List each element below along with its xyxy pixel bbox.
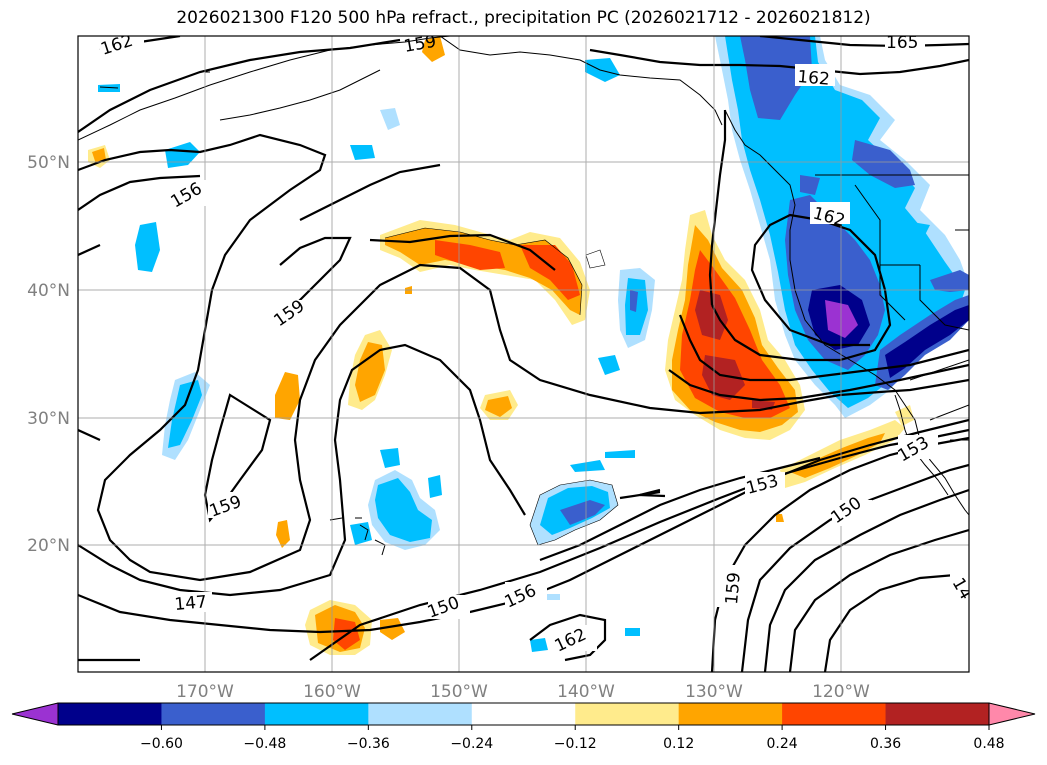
colorbar-cell: [58, 703, 162, 725]
longitude-labels: 170°W 160°W 150°W 140°W 130°W 120°W: [176, 682, 870, 702]
colorbar-cell: [678, 703, 783, 725]
height-contours: [78, 36, 969, 672]
colorbar-tick-label: 0.36: [870, 736, 901, 752]
graticule: [78, 36, 969, 672]
map-frame: [77, 35, 970, 673]
lat-label: 50°N: [27, 153, 70, 173]
latitude-labels: 50°N 40°N 30°N 20°N: [27, 153, 70, 556]
contour-label: 162: [797, 67, 831, 90]
lat-label: 20°N: [27, 536, 70, 556]
colorbar-tick-label: 0.12: [663, 736, 694, 752]
colorbar: −0.60 −0.48 −0.36 −0.24 −0.12 0.12 0.24 0.36 0.4…: [11, 702, 1036, 752]
colorbar-frame: [57, 702, 990, 726]
precip-positive-fields: [88, 36, 914, 655]
colorbar-tick-label: −0.36: [347, 736, 390, 752]
colorbar-cell: [575, 703, 680, 725]
colorbar-max-extend: [989, 703, 1035, 725]
colorbar-cell: [368, 703, 473, 725]
colorbar-tick-label: 0.48: [973, 736, 1004, 752]
lat-label: 40°N: [27, 281, 70, 301]
coastlines: [78, 36, 969, 556]
colorbar-tick-label: −0.60: [140, 736, 183, 752]
contour-label: 147: [174, 592, 208, 615]
colorbar-tick-label: −0.12: [554, 736, 597, 752]
contour-label: 165: [886, 33, 918, 53]
contour-labels: 162 159 165 162 156 162 159 159 153 153 …: [98, 32, 969, 657]
map-title: 2026021300 F120 500 hPa refract., precip…: [176, 8, 871, 28]
colorbar-tick-label: −0.48: [243, 736, 286, 752]
colorbar-min-extend: [12, 703, 58, 725]
lon-label: 140°W: [557, 682, 615, 702]
lon-label: 130°W: [685, 682, 743, 702]
contour-label: 159: [402, 32, 437, 57]
lon-label: 160°W: [303, 682, 361, 702]
lon-label: 120°W: [812, 682, 870, 702]
colorbar-cell: [782, 703, 887, 725]
colorbar-tick-label: −0.24: [450, 736, 493, 752]
colorbar-cell: [885, 703, 990, 725]
contour-label: 159: [722, 571, 745, 605]
lat-label: 30°N: [27, 409, 70, 429]
lon-label: 170°W: [176, 682, 234, 702]
colorbar-cells: [58, 703, 990, 725]
colorbar-ticks: −0.60 −0.48 −0.36 −0.24 −0.12 0.12 0.24 0.36 0.4…: [140, 725, 1005, 752]
colorbar-cell: [264, 703, 369, 725]
colorbar-cell: [161, 703, 266, 725]
colorbar-tick-label: 0.24: [767, 736, 798, 752]
colorbar-cell: [471, 703, 576, 725]
lon-label: 150°W: [430, 682, 488, 702]
